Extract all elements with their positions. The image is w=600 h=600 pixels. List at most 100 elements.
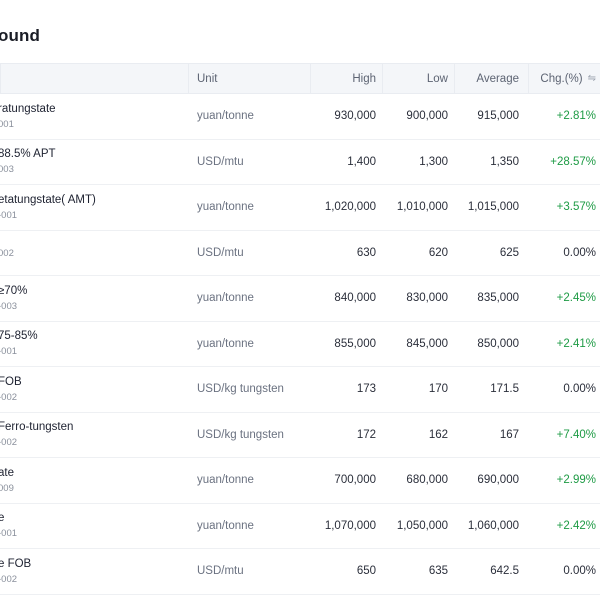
product-code: -002	[0, 573, 18, 585]
header-high: High	[352, 72, 376, 85]
table-row[interactable]: ate 009 yuan/tonne 700,000 680,000 690,000 +2.…	[0, 458, 600, 504]
header-divider	[454, 64, 455, 93]
product-name[interactable]: e	[0, 512, 5, 525]
low-cell: 830,000	[406, 292, 448, 305]
header-divider	[0, 64, 1, 93]
product-code: -001	[0, 346, 18, 358]
low-cell: 680,000	[406, 474, 448, 487]
low-cell: 635	[428, 565, 448, 578]
average-cell: 171.5	[490, 383, 519, 396]
table-row[interactable]: Ferro-tungsten -002 USD/kg tungsten 172 162 1…	[0, 413, 600, 458]
product-code: 003	[0, 164, 14, 176]
change-cell: +2.41%	[556, 337, 596, 350]
product-code: 009	[0, 482, 14, 494]
product-code: 002	[0, 247, 14, 259]
low-cell: 900,000	[406, 110, 448, 123]
product-name[interactable]: ≥70%	[0, 284, 28, 297]
table-row[interactable]: ratungstate 001 yuan/tonne 930,000 900,000 91…	[0, 94, 600, 140]
unit-cell: yuan/tonne	[197, 292, 254, 305]
change-cell: +28.57%	[550, 155, 596, 168]
unit-cell: yuan/tonne	[197, 337, 254, 350]
product-cell[interactable]: ate 009	[0, 458, 14, 503]
product-cell[interactable]: etatungstate( AMT) -001	[0, 185, 96, 230]
header-chg-label: Chg.(%)	[540, 72, 583, 85]
header-low: Low	[426, 72, 448, 85]
table-row[interactable]: e -001 yuan/tonne 1,070,000 1,050,000 1,060,0…	[0, 504, 600, 549]
unit-cell: USD/mtu	[197, 155, 244, 168]
product-name[interactable]: ratungstate	[0, 102, 56, 115]
product-code: 001	[0, 118, 14, 130]
table-body: ratungstate 001 yuan/tonne 930,000 900,000 91…	[0, 94, 600, 595]
low-cell: 1,300	[419, 155, 448, 168]
header-divider	[528, 64, 529, 93]
change-cell: +3.57%	[556, 201, 596, 214]
table-row[interactable]: FOB -002 USD/kg tungsten 173 170 171.5 0.00%	[0, 367, 600, 413]
product-name[interactable]: 75-85%	[0, 330, 38, 343]
header-chg[interactable]: Chg.(%) ⇋	[522, 64, 596, 93]
low-cell: 845,000	[406, 337, 448, 350]
average-cell: 835,000	[477, 292, 519, 305]
product-name[interactable]: e FOB	[0, 557, 32, 570]
low-cell: 162	[428, 428, 448, 441]
header-divider	[382, 64, 383, 93]
product-cell[interactable]: 002	[0, 231, 14, 276]
average-cell: 642.5	[490, 565, 519, 578]
average-cell: 625	[499, 246, 519, 259]
unit-cell: yuan/tonne	[197, 519, 254, 532]
header-average: Average	[476, 72, 519, 85]
header-divider	[188, 64, 189, 93]
change-cell: 0.00%	[563, 246, 596, 259]
low-cell: 170	[428, 383, 448, 396]
average-cell: 915,000	[477, 110, 519, 123]
product-code: -001	[0, 528, 18, 540]
low-cell: 1,050,000	[396, 519, 448, 532]
product-name[interactable]: FOB	[0, 375, 22, 388]
average-cell: 167	[499, 428, 519, 441]
unit-cell: USD/mtu	[197, 565, 244, 578]
average-cell: 1,350	[490, 155, 519, 168]
average-cell: 1,015,000	[467, 201, 519, 214]
high-cell: 1,070,000	[324, 519, 376, 532]
unit-cell: USD/mtu	[197, 246, 244, 259]
table-row[interactable]: etatungstate( AMT) -001 yuan/tonne 1,020,00…	[0, 185, 600, 231]
unit-cell: yuan/tonne	[197, 110, 254, 123]
header-unit: Unit	[197, 72, 218, 85]
product-cell[interactable]: ≥70% -003	[0, 276, 27, 321]
high-cell: 650	[356, 565, 376, 578]
change-cell: +2.42%	[556, 519, 596, 532]
product-cell[interactable]: FOB -002	[0, 367, 22, 412]
unit-cell: yuan/tonne	[197, 474, 254, 487]
product-name[interactable]: etatungstate( AMT)	[0, 193, 96, 206]
table-row[interactable]: e FOB -002 USD/mtu 650 635 642.5 0.00%	[0, 549, 600, 595]
change-cell: 0.00%	[563, 565, 596, 578]
price-table: Unit High Low Average Chg.(%) ⇋ ratungst…	[0, 63, 600, 595]
table-row[interactable]: 002 USD/mtu 630 620 625 0.00%	[0, 231, 600, 276]
product-cell[interactable]: 75-85% -001	[0, 322, 38, 367]
change-cell: +2.45%	[556, 292, 596, 305]
table-row[interactable]: 75-85% -001 yuan/tonne 855,000 845,000 850,00…	[0, 322, 600, 367]
change-cell: 0.00%	[563, 383, 596, 396]
product-cell[interactable]: e FOB -002	[0, 549, 31, 594]
table-row[interactable]: ≥70% -003 yuan/tonne 840,000 830,000 835,000 +…	[0, 276, 600, 322]
product-name[interactable]: 88.5% APT	[0, 148, 56, 161]
high-cell: 930,000	[334, 110, 376, 123]
change-cell: +2.81%	[556, 110, 596, 123]
change-cell: +7.40%	[556, 428, 596, 441]
table-row[interactable]: 88.5% APT 003 USD/mtu 1,400 1,300 1,350 +28.57…	[0, 140, 600, 185]
unit-cell: USD/kg tungsten	[197, 428, 284, 441]
product-name[interactable]: Ferro-tungsten	[0, 421, 74, 434]
high-cell: 172	[356, 428, 376, 441]
product-code: -002	[0, 391, 18, 403]
product-name[interactable]: ate	[0, 466, 14, 479]
sort-arrows-icon[interactable]: ⇋	[587, 73, 596, 84]
product-cell[interactable]: Ferro-tungsten -002	[0, 413, 73, 458]
high-cell: 1,400	[347, 155, 376, 168]
unit-cell: USD/kg tungsten	[197, 383, 284, 396]
low-cell: 620	[428, 246, 448, 259]
product-cell[interactable]: 88.5% APT 003	[0, 140, 56, 185]
high-cell: 630	[356, 246, 376, 259]
product-cell[interactable]: ratungstate 001	[0, 94, 56, 139]
product-cell[interactable]: e -001	[0, 504, 17, 549]
table-header: Unit High Low Average Chg.(%) ⇋	[0, 63, 600, 94]
